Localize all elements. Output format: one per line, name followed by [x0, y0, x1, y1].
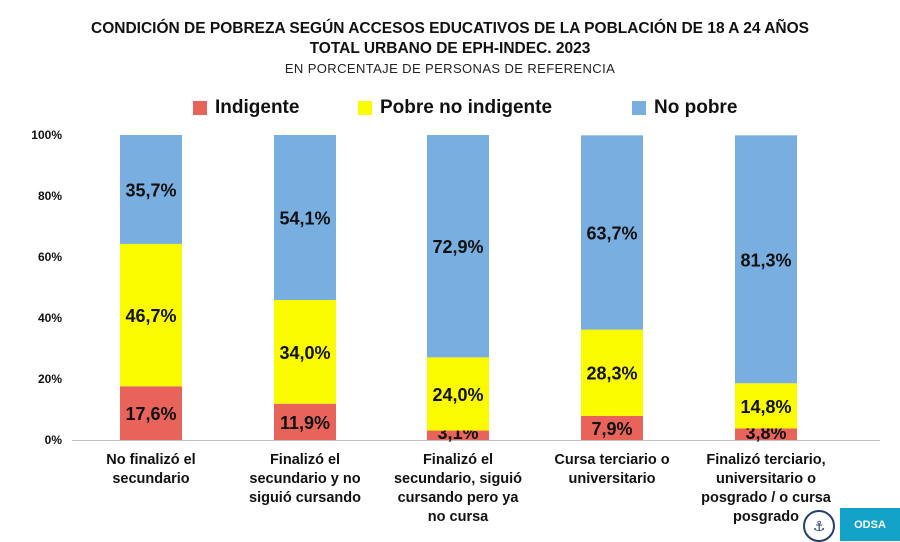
bar-segment-no-pobre	[581, 135, 643, 330]
category-label-line: No finalizó el	[106, 452, 196, 468]
bar-segment-pobre-no-indigente	[735, 383, 797, 429]
category-label-line: posgrado / o cursa	[701, 490, 831, 506]
y-tick-label: 0%	[45, 433, 63, 447]
data-label-no-pobre: 81,3%	[740, 250, 791, 270]
bar-segment-no-pobre	[120, 135, 182, 244]
category-label: Finalizó terciario, universitario o posgra…	[681, 451, 851, 527]
y-tick-label: 40%	[38, 311, 62, 325]
category-label-line: Cursa terciario o	[554, 452, 670, 468]
data-label-indigente: 17,6%	[125, 404, 176, 424]
data-label-no-pobre: 72,9%	[432, 237, 483, 257]
category-label-line: universitario	[568, 471, 656, 487]
legend-label-pobre-no-indigente: Pobre no indigente	[380, 97, 553, 118]
category-label-line: cursando pero ya	[397, 490, 519, 506]
bar-segment-indigente	[427, 430, 489, 440]
category-label-line: siguió cursando	[249, 490, 361, 506]
bar-segment-pobre-no-indigente	[427, 357, 489, 431]
bar-segment-no-pobre	[427, 135, 489, 358]
legend-label-indigente: Indigente	[215, 97, 300, 118]
category-label-line: secundario, siguió	[393, 471, 523, 487]
data-label-no-pobre: 35,7%	[125, 180, 176, 200]
category-label: Finalizó el secundario y no siguió cursand…	[220, 451, 390, 508]
legend-item-indigente: Indigente	[193, 96, 299, 120]
data-label-pobre-no-indigente: 24,0%	[432, 385, 483, 405]
category-label: Cursa terciario o universitario	[527, 451, 697, 489]
bar-segment-no-pobre	[274, 135, 336, 301]
category-label-line: secundario	[112, 471, 190, 487]
university-seal-icon: ⚓	[803, 510, 835, 542]
bar-segment-indigente	[581, 415, 643, 440]
chart-subtitle: EN PORCENTAJE DE PERSONAS DE REFERENCIA	[284, 61, 616, 76]
category-label-line: posgrado	[732, 509, 800, 525]
y-tick-label: 20%	[38, 372, 62, 386]
legend-label-no-pobre: No pobre	[654, 97, 738, 118]
data-label-pobre-no-indigente: 34,0%	[279, 343, 330, 363]
legend-swatch-no-pobre	[632, 101, 646, 115]
category-label-line: Finalizó el	[422, 452, 494, 468]
y-tick-label: 100%	[31, 128, 62, 142]
odsa-logo: ODSA	[840, 508, 900, 541]
category-label-line: no cursa	[427, 509, 489, 525]
legend-item-pobre-no-indigente: Pobre no indigente	[358, 96, 552, 120]
data-label-no-pobre: 63,7%	[586, 223, 637, 243]
y-tick-label: 80%	[38, 189, 62, 203]
category-label: Finalizó el secundario, siguió cursando pe…	[373, 451, 543, 527]
legend-item-no-pobre: No pobre	[632, 96, 737, 120]
data-label-pobre-no-indigente: 46,7%	[125, 306, 176, 326]
y-tick-label: 60%	[38, 250, 62, 264]
data-label-pobre-no-indigente: 28,3%	[586, 364, 637, 384]
bar-segment-pobre-no-indigente	[274, 300, 336, 404]
data-label-no-pobre: 54,1%	[279, 209, 330, 229]
data-label-indigente: 11,9%	[280, 413, 330, 433]
category-label-line: universitario o	[716, 471, 816, 487]
bar-segment-indigente	[274, 403, 336, 440]
bar-segment-indigente	[120, 386, 182, 440]
data-label-pobre-no-indigente: 14,8%	[740, 397, 791, 417]
bar-segment-no-pobre	[735, 135, 797, 384]
category-label-line: Finalizó terciario,	[706, 452, 826, 468]
bar-segment-pobre-no-indigente	[581, 329, 643, 416]
legend-swatch-indigente	[193, 101, 207, 115]
bar-segment-indigente	[735, 428, 797, 440]
category-label: No finalizó el secundario	[66, 451, 236, 489]
chart-title: CONDICIÓN DE POBREZA SEGÚN ACCESOS EDUCA…	[91, 20, 809, 37]
chart-title-line2: TOTAL URBANO DE EPH-INDEC. 2023	[309, 40, 591, 57]
legend-swatch-pobre-no-indigente	[358, 101, 372, 115]
category-label-line: secundario y no	[249, 471, 361, 487]
category-label-line: Finalizó el	[269, 452, 341, 468]
data-label-indigente: 7,9%	[591, 419, 632, 439]
bar-segment-pobre-no-indigente	[120, 243, 182, 387]
